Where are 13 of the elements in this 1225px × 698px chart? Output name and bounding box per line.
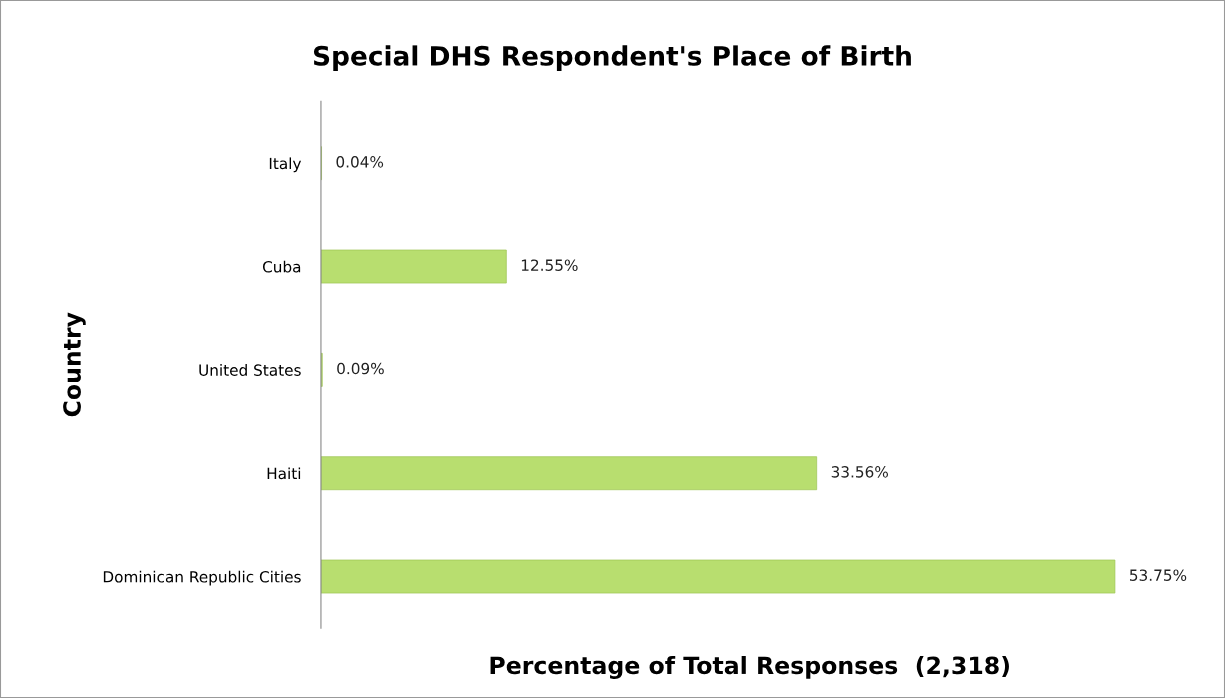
data-label: 12.55% <box>521 259 578 271</box>
y-tick-label: Dominican Republic Cities <box>103 570 301 586</box>
data-label: 0.04% <box>336 156 384 168</box>
data-label: 53.75% <box>1130 569 1187 581</box>
data-label: 0.09% <box>337 362 384 375</box>
y-tick-label: Cuba <box>262 260 301 273</box>
chart-title: Special DHS Respondent's Place of Birth <box>313 45 911 71</box>
y-tick-label: Haiti <box>267 467 301 480</box>
x-axis-title: Percentage of Total Responses (2,318) <box>490 655 1009 680</box>
y-tick-label: Italy <box>269 157 302 173</box>
y-axis-title: Country <box>63 312 86 417</box>
y-tick-label: United States <box>199 364 301 376</box>
data-label: 33.56% <box>831 466 888 478</box>
